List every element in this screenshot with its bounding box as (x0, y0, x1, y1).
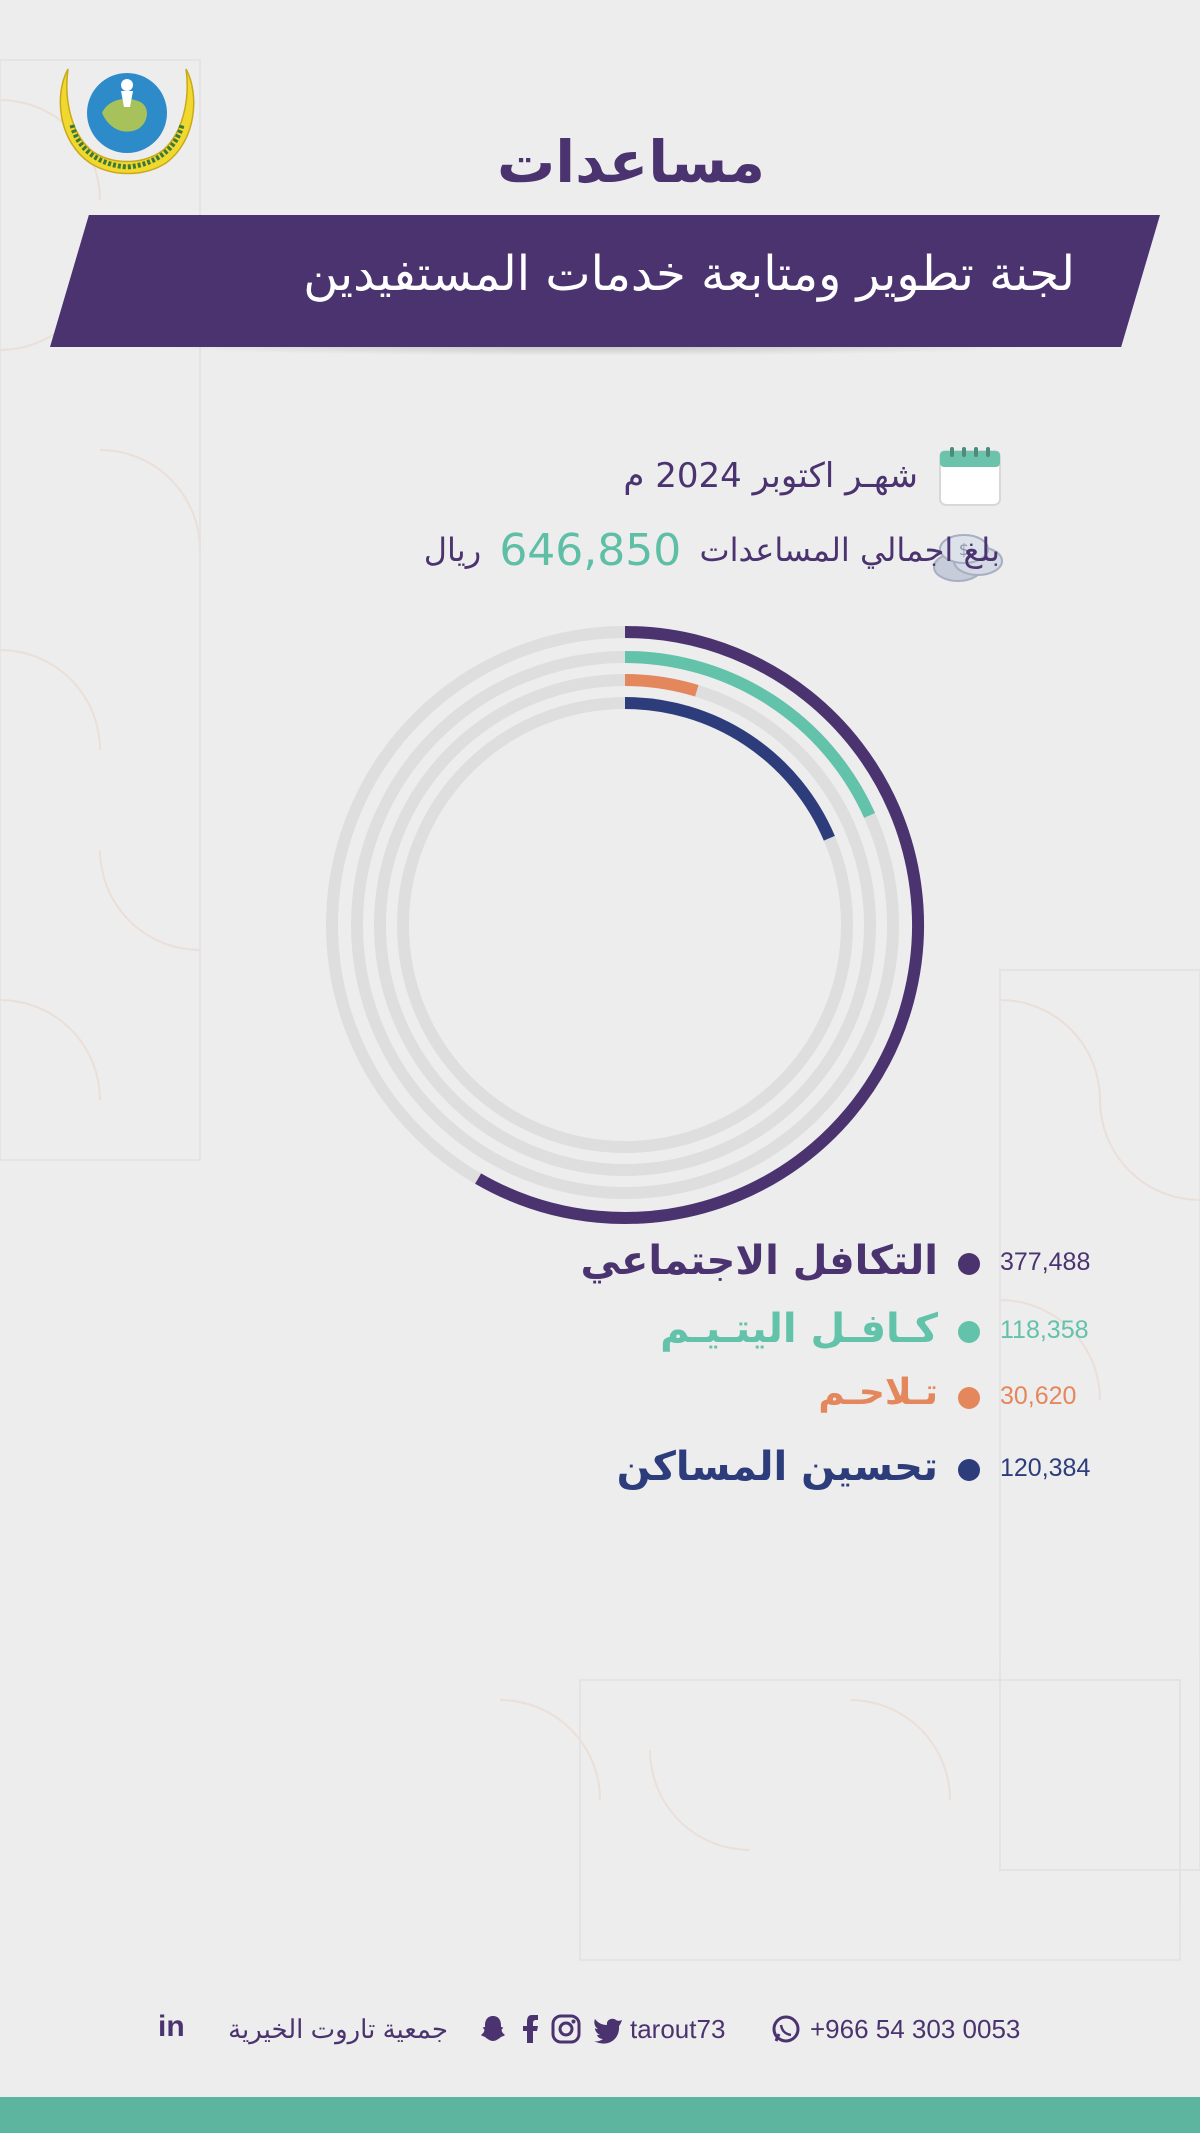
month-label: شهـر اكتوبر 2024 م (623, 456, 918, 496)
page-title: مساعدات (497, 128, 765, 196)
footer: +966 54 303 0053 tarout73 جمعية تاروت ال… (150, 2010, 1070, 2060)
legend-value: 120,384 (1000, 1454, 1091, 1482)
footer-org-name: جمعية تاروت الخيرية (228, 2014, 448, 2044)
legend-dot (958, 1459, 980, 1481)
legend-item: التكافل الاجتماعي 377,488 (0, 1238, 1200, 1298)
total-value: 646,850 (499, 525, 682, 576)
calendar-icon (939, 447, 1001, 506)
organization-logo (59, 68, 195, 175)
legend-item: كـافـل اليتـيـم 118,358 (0, 1306, 1200, 1366)
legend-value: 30,620 (1000, 1382, 1077, 1410)
subtitle-text: لجنة تطوير ومتابعة خدمات المستفيدين (303, 246, 1075, 302)
legend-value: 118,358 (1000, 1316, 1089, 1344)
radial-bar-4 (624, 697, 835, 841)
subtitle-banner (50, 215, 1160, 347)
radial-bar-2 (624, 651, 876, 818)
linkedin-icon[interactable]: in (158, 2010, 185, 2043)
legend-label: تحسين المساكن (616, 1444, 938, 1490)
snapchat-icon[interactable] (477, 2013, 509, 2045)
instagram-icon[interactable] (550, 2013, 582, 2045)
radial-bar-chart (326, 626, 924, 1224)
legend-dot (958, 1387, 980, 1409)
twitter-icon[interactable] (592, 2013, 624, 2045)
legend-label: التكافل الاجتماعي (580, 1238, 938, 1284)
svg-text:$: $ (959, 540, 969, 559)
ring-track-3 (374, 674, 876, 1176)
legend-value: 377,488 (1000, 1248, 1091, 1276)
legend-item: تـلاحـم 30,620 (0, 1372, 1200, 1432)
total-currency: ريال (423, 531, 482, 569)
footer-bar (0, 2097, 1200, 2133)
footer-phone[interactable]: +966 54 303 0053 (810, 2014, 1021, 2044)
legend-label: كـافـل اليتـيـم (660, 1306, 938, 1352)
total-summary: بلغ اجمالي المساعدات 646,850 ريال (424, 525, 1000, 576)
radial-bar-3 (624, 674, 699, 697)
whatsapp-icon[interactable] (770, 2013, 802, 2045)
legend-item: تحسين المساكن 120,384 (0, 1444, 1200, 1504)
radial-bar-1 (475, 626, 924, 1224)
footer-handle[interactable]: tarout73 (630, 2014, 726, 2044)
legend-label: تـلاحـم (818, 1372, 938, 1413)
legend-dot (958, 1253, 980, 1275)
legend-dot (958, 1321, 980, 1343)
coins-icon: $ (933, 534, 1003, 582)
facebook-icon[interactable] (515, 2013, 547, 2045)
total-prefix: بلغ اجمالي المساعدات (699, 531, 1000, 569)
